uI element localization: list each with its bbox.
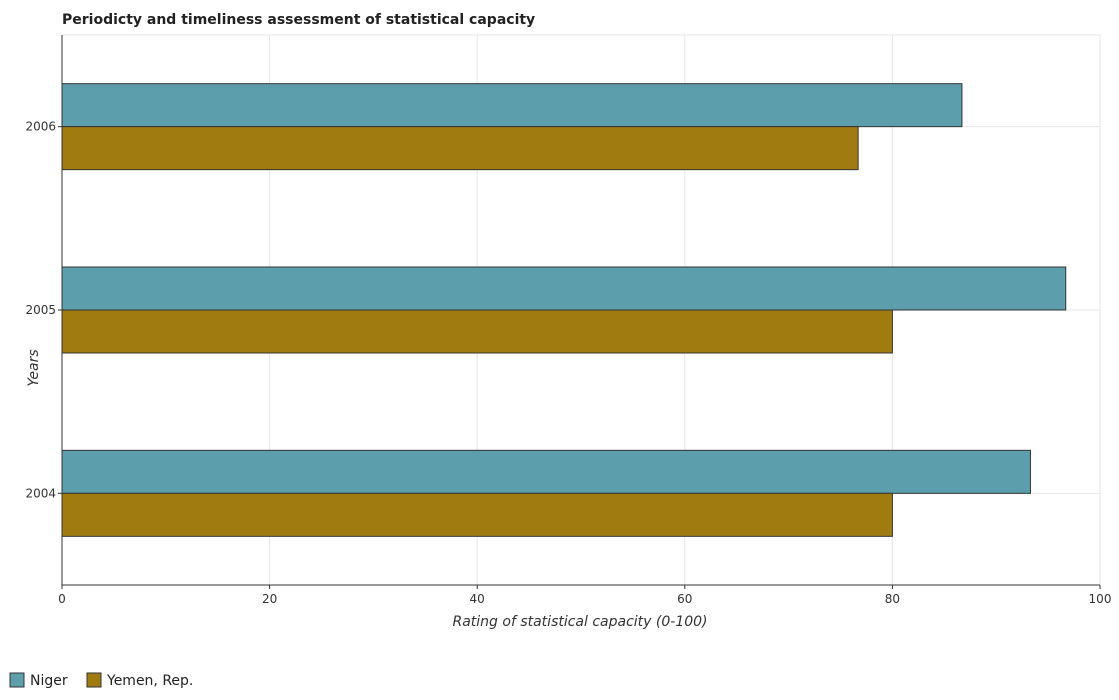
bar-niger-2005 [61, 266, 1067, 311]
axes: 0 20 40 60 80 100 2004 2005 2006 [25, 34, 1112, 606]
y-axis-label: Years [26, 349, 42, 386]
legend-label: Niger [30, 673, 68, 689]
bar-yemen-rep--2004 [61, 492, 893, 537]
bar-niger-2006 [61, 83, 963, 128]
x-axis-label: Rating of statistical capacity (0-100) [452, 614, 707, 630]
x-tick-label: 60 [677, 592, 692, 606]
x-tick-label: 20 [262, 592, 277, 606]
legend-label: Yemen, Rep. [106, 673, 193, 689]
bar-yemen-rep--2006 [61, 126, 859, 171]
x-tick-label: 100 [1089, 592, 1112, 606]
bar-yemen-rep--2005 [61, 309, 893, 354]
chart-title: Periodicty and timeliness assessment of … [62, 12, 535, 28]
x-tick-label: 0 [58, 592, 66, 606]
legend-swatch [86, 672, 102, 688]
y-tick-label: 2006 [25, 120, 56, 134]
y-tick-label: 2005 [25, 303, 56, 317]
x-tick-label: 80 [885, 592, 900, 606]
y-tick-label: 2004 [25, 486, 56, 500]
legend: Niger Yemen, Rep. [9, 672, 193, 689]
x-tick-label: 40 [470, 592, 485, 606]
bars [61, 83, 1067, 537]
bar-niger-2004 [61, 449, 1031, 494]
legend-swatch [9, 672, 25, 688]
